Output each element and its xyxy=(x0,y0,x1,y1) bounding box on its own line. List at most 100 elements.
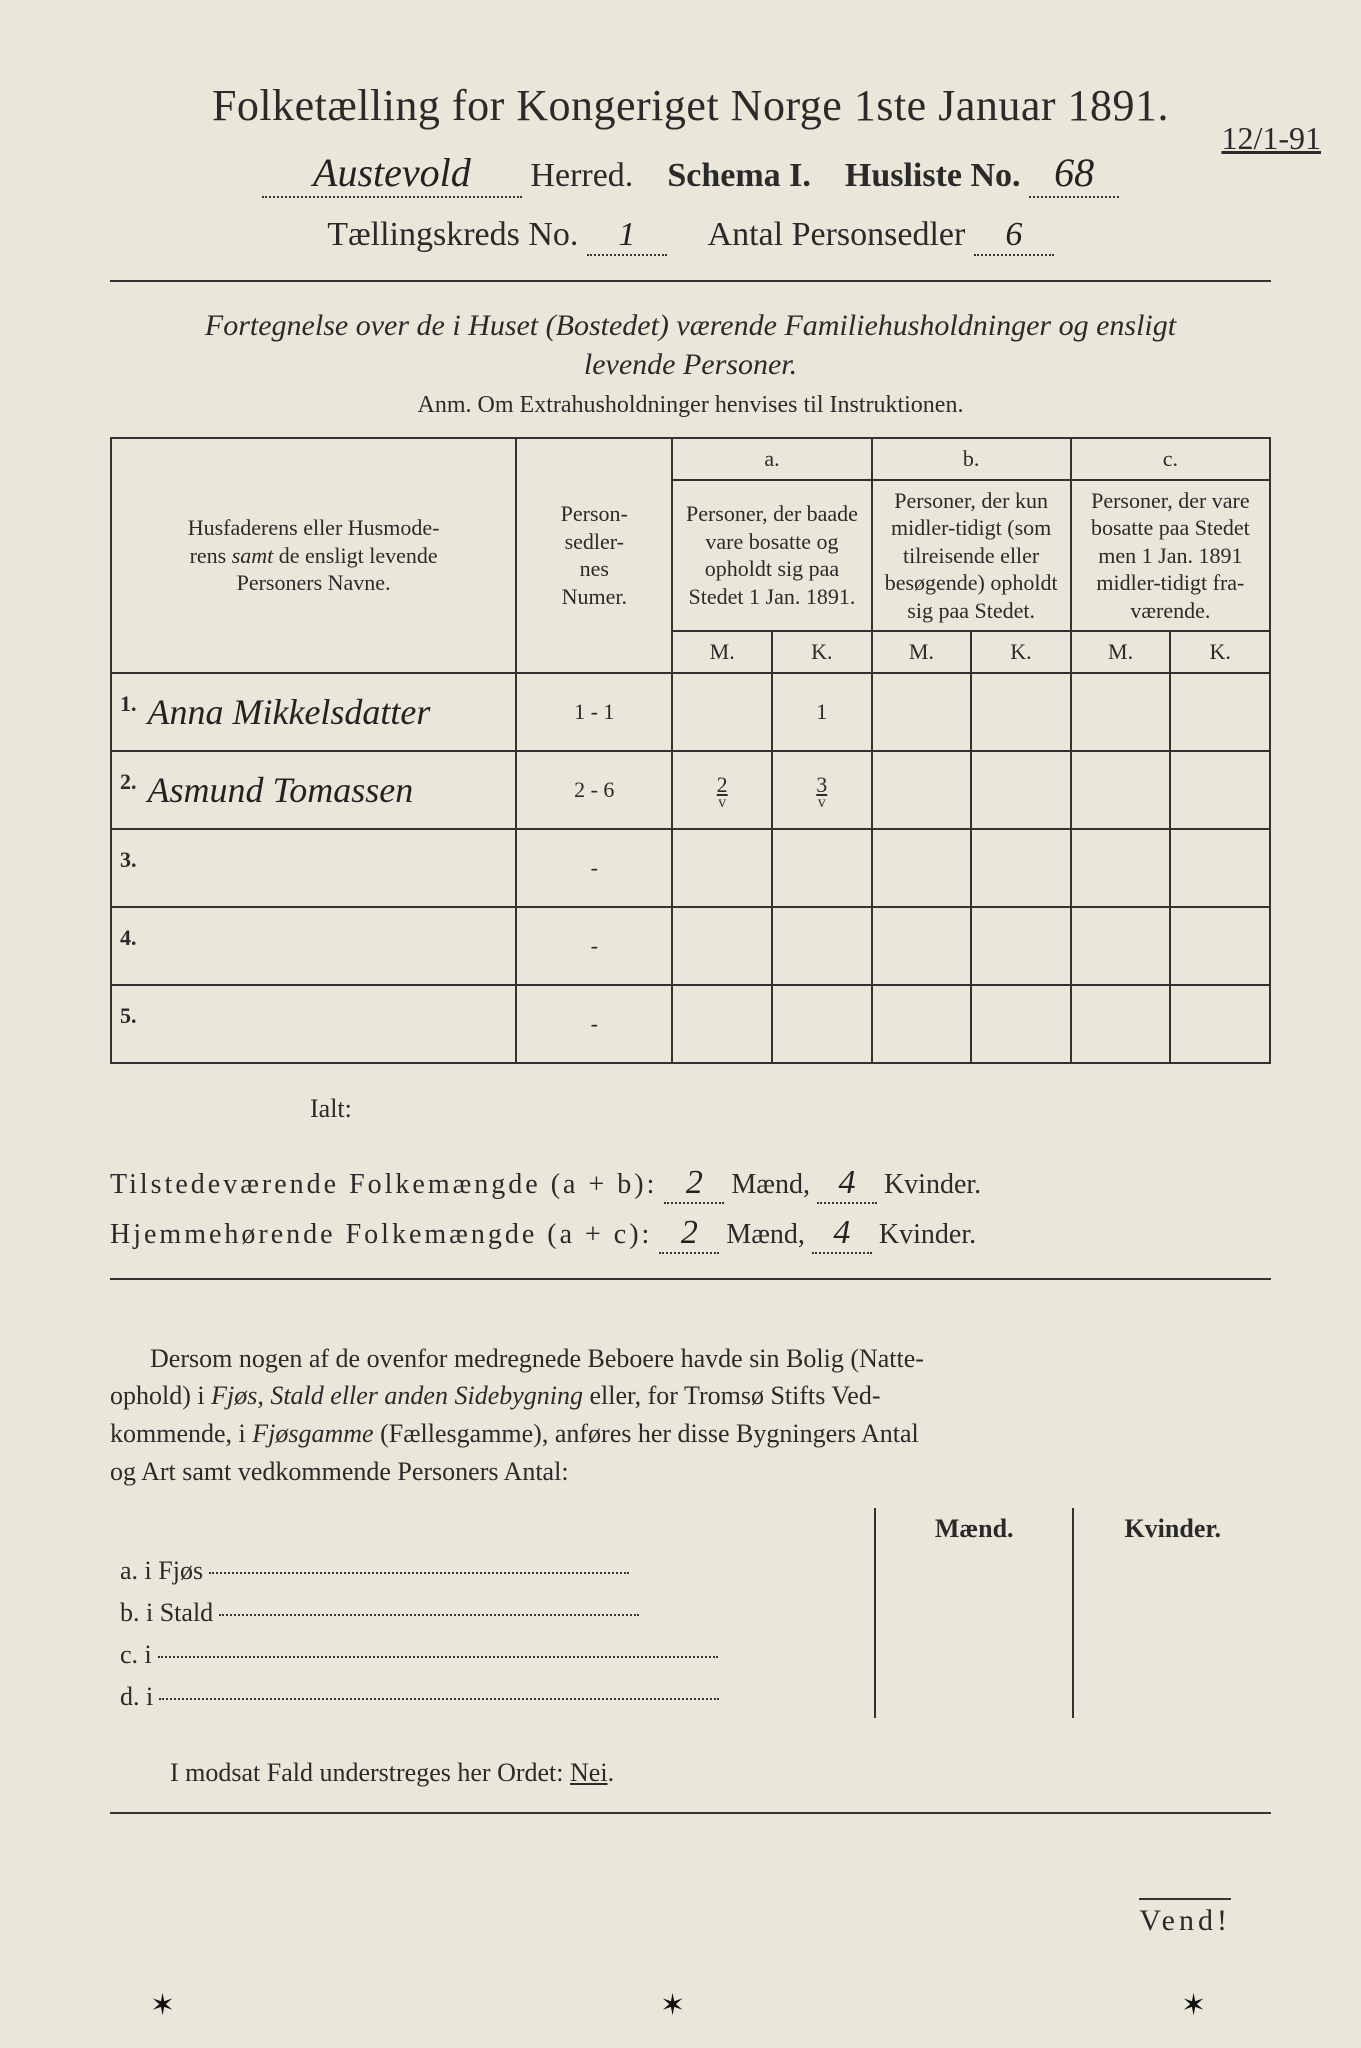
cell-c_m xyxy=(1071,907,1171,985)
intro-italic: Fortegnelse over de i Huset (Bostedet) v… xyxy=(170,306,1211,384)
totals-1-k: 4 xyxy=(817,1164,877,1204)
cell-name: 3. xyxy=(111,829,516,907)
row-b: b. i Stald xyxy=(110,1592,875,1634)
header-line-kreds: Tællingskreds No. 1 Antal Personsedler 6 xyxy=(110,216,1271,256)
cell-b_m xyxy=(872,985,972,1063)
col-header-num: Person-sedler-nesNumer. xyxy=(516,438,672,673)
cell-c_m xyxy=(1071,829,1171,907)
cell-a_k: 3v xyxy=(772,751,872,829)
table-row: 1. Anna Mikkelsdatter1 - 11 xyxy=(111,673,1270,751)
cell-a_k xyxy=(772,907,872,985)
group-b-text: Personer, der kun midler-tidigt (som til… xyxy=(872,480,1071,632)
cell-num: - xyxy=(516,907,672,985)
group-b-key: b. xyxy=(872,438,1071,480)
cell-a_m xyxy=(672,829,772,907)
cell-name: 4. xyxy=(111,907,516,985)
row-c: c. i xyxy=(110,1634,875,1676)
divider-2 xyxy=(110,1278,1271,1280)
totals-label-2: Hjemmehørende Folkemængde (a + c): xyxy=(110,1219,652,1250)
table-row: 2. Asmund Tomassen2 - 62v3v xyxy=(111,751,1270,829)
cell-c_m xyxy=(1071,673,1171,751)
kvinder-word-2: Kvinder. xyxy=(879,1219,976,1250)
table-row: 4. - xyxy=(111,907,1270,985)
ialt-label: Ialt: xyxy=(310,1094,1271,1124)
col-b-m: M. xyxy=(872,631,972,673)
group-c-key: c. xyxy=(1071,438,1270,480)
antal-value: 6 xyxy=(974,216,1054,256)
group-c-text: Personer, der vare bosatte paa Stedet me… xyxy=(1071,480,1270,632)
row-a: a. i Fjøs xyxy=(110,1550,875,1592)
cell-num: 2 - 6 xyxy=(516,751,672,829)
cell-b_m xyxy=(872,829,972,907)
col-header-name: Husfaderens eller Husmode-rens samt de e… xyxy=(111,438,516,673)
punch-mark-right: ✶ xyxy=(1181,1988,1211,2018)
totals-2-k: 4 xyxy=(812,1214,872,1254)
kreds-value: 1 xyxy=(587,216,667,256)
husliste-value: 68 xyxy=(1029,149,1119,198)
row-d: d. i xyxy=(110,1676,875,1718)
col-a-m: M. xyxy=(672,631,772,673)
nei-word: Nei xyxy=(570,1758,608,1787)
cell-b_k xyxy=(971,907,1071,985)
cell-b_k xyxy=(971,673,1071,751)
margin-date-note: 12/1-91 xyxy=(1221,120,1321,157)
cell-b_m xyxy=(872,907,972,985)
totals-label-1: Tilstedeværende Folkemængde (a + b): xyxy=(110,1169,657,1200)
table-row: 3. - xyxy=(111,829,1270,907)
punch-mark-mid: ✶ xyxy=(660,1988,690,2018)
cell-b_k xyxy=(971,751,1071,829)
cell-a_m: 2v xyxy=(672,751,772,829)
punch-mark-left: ✶ xyxy=(150,1988,180,2018)
maend-word-1: Mænd, xyxy=(731,1169,810,1200)
building-table: Mænd. Kvinder. a. i Fjøs b. i Stald c. i… xyxy=(110,1508,1271,1718)
cell-a_m xyxy=(672,985,772,1063)
cell-a_k xyxy=(772,985,872,1063)
form-title: Folketælling for Kongeriget Norge 1ste J… xyxy=(110,80,1271,131)
kreds-label: Tællingskreds No. xyxy=(327,216,578,253)
census-table: Husfaderens eller Husmode-rens samt de e… xyxy=(110,437,1271,1064)
cell-c_k xyxy=(1170,673,1270,751)
cell-a_k xyxy=(772,829,872,907)
antal-label: Antal Personsedler xyxy=(708,216,966,253)
cell-b_k xyxy=(971,985,1071,1063)
totals-1-m: 2 xyxy=(664,1164,724,1204)
col-b-k: K. xyxy=(971,631,1071,673)
cell-b_k xyxy=(971,829,1071,907)
totals-2-m: 2 xyxy=(659,1214,719,1254)
husliste-label: Husliste No. xyxy=(845,157,1021,194)
cell-num: 1 - 1 xyxy=(516,673,672,751)
table-row: 5. - xyxy=(111,985,1270,1063)
divider-1 xyxy=(110,280,1271,282)
cell-name: 2. Asmund Tomassen xyxy=(111,751,516,829)
cell-b_m xyxy=(872,751,972,829)
mk-maend: Mænd. xyxy=(875,1508,1074,1550)
cell-name: 5. xyxy=(111,985,516,1063)
divider-3 xyxy=(110,1812,1271,1814)
cell-b_m xyxy=(872,673,972,751)
cell-a_m xyxy=(672,673,772,751)
mk-kvinder: Kvinder. xyxy=(1073,1508,1271,1550)
cell-c_m xyxy=(1071,751,1171,829)
intro-anm: Anm. Om Extrahusholdninger henvises til … xyxy=(110,392,1271,419)
totals-line-1: Tilstedeværende Folkemængde (a + b): 2 M… xyxy=(110,1164,1271,1204)
header-line-herred: Austevold Herred. Schema I. Husliste No.… xyxy=(110,149,1271,198)
census-form-page: 12/1-91 Folketælling for Kongeriget Norg… xyxy=(0,0,1361,2048)
cell-num: - xyxy=(516,829,672,907)
col-a-k: K. xyxy=(772,631,872,673)
kvinder-word-1: Kvinder. xyxy=(884,1169,981,1200)
nei-line: I modsat Fald understreges her Ordet: Ne… xyxy=(110,1758,1271,1788)
herred-value: Austevold xyxy=(262,149,522,198)
cell-c_k xyxy=(1170,751,1270,829)
cell-c_m xyxy=(1071,985,1171,1063)
cell-num: - xyxy=(516,985,672,1063)
maend-word-2: Mænd, xyxy=(726,1219,805,1250)
cell-c_k xyxy=(1170,829,1270,907)
herred-label: Herred. xyxy=(530,157,633,194)
group-a-text: Personer, der baade vare bosatte og opho… xyxy=(672,480,871,632)
cell-c_k xyxy=(1170,907,1270,985)
cell-c_k xyxy=(1170,985,1270,1063)
col-c-m: M. xyxy=(1071,631,1171,673)
cell-name: 1. Anna Mikkelsdatter xyxy=(111,673,516,751)
schema-label: Schema I. xyxy=(667,157,811,194)
col-c-k: K. xyxy=(1170,631,1270,673)
